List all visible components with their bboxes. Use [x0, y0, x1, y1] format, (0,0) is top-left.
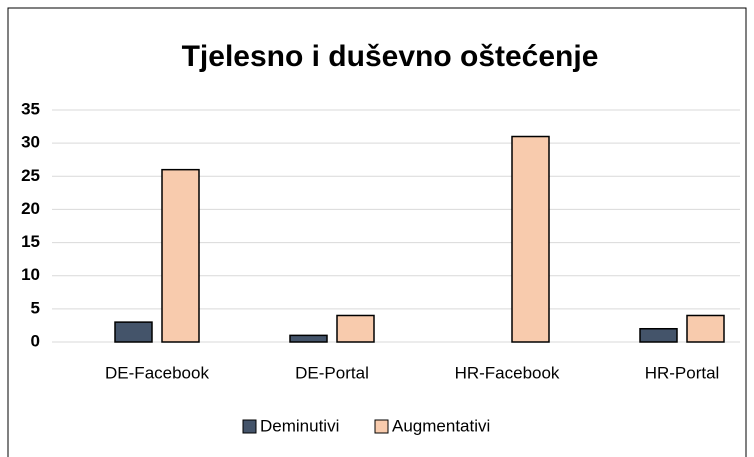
x-tick-label: HR-Facebook: [455, 363, 560, 382]
y-tick-label: 30: [21, 133, 40, 152]
y-tick-label: 5: [31, 298, 40, 317]
bar: [336, 314, 375, 343]
legend-swatch: [374, 419, 389, 434]
x-tick-label: DE-Facebook: [105, 363, 209, 382]
bar: [289, 334, 328, 343]
x-tick-label: DE-Portal: [295, 363, 369, 382]
legend-label: Augmentativi: [392, 416, 490, 435]
bar: [114, 321, 153, 343]
bar: [639, 327, 678, 343]
y-tick-label: 0: [31, 331, 40, 350]
chart-border: [7, 7, 747, 457]
y-tick-label: 10: [21, 265, 40, 284]
bar: [686, 314, 725, 343]
x-tick-label: HR-Portal: [645, 363, 720, 382]
bar: [511, 135, 550, 343]
legend-label: Deminutivi: [260, 416, 339, 435]
legend-swatch: [242, 419, 257, 434]
y-tick-label: 20: [21, 199, 40, 218]
y-tick-label: 15: [21, 232, 40, 251]
bar: [161, 168, 200, 343]
y-tick-label: 35: [21, 99, 40, 118]
chart-title: Tjelesno i duševno oštećenje: [182, 40, 599, 73]
y-tick-label: 25: [21, 166, 40, 185]
